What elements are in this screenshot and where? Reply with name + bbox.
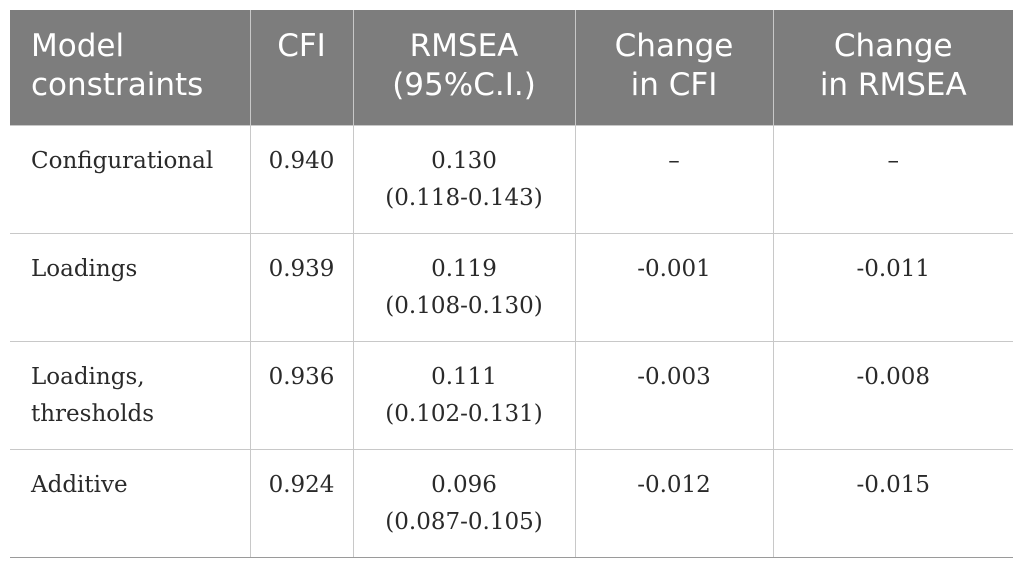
cell-rmsea: 0.096 (0.087-0.105)	[352, 448, 576, 558]
header-text: Change	[833, 28, 953, 64]
header-text: Change	[614, 28, 734, 64]
header-rmsea: RMSEA (95%C.I.)	[352, 10, 576, 125]
header-text: in CFI	[630, 67, 718, 103]
cell-change-cfi: -0.012	[574, 448, 774, 558]
header-text: CFI	[277, 28, 326, 64]
cell-change-rmsea: -0.015	[772, 448, 1013, 558]
cell-rmsea: 0.111 (0.102-0.131)	[352, 340, 576, 450]
header-cfi: CFI	[249, 10, 354, 125]
cell-constraint: Configurational	[10, 124, 251, 234]
cell-change-cfi: –	[574, 124, 774, 234]
cell-text: 0.096	[431, 471, 497, 498]
cell-text: 0.119	[431, 255, 497, 282]
table-row: Additive 0.924 0.096 (0.087-0.105) -0.01…	[10, 448, 1013, 558]
cell-change-rmsea: -0.008	[772, 340, 1013, 450]
header-row: Model constraints CFI RMSEA (95%C.I.) Ch…	[10, 10, 1013, 125]
cell-cfi: 0.940	[249, 124, 354, 234]
table-row: Loadings 0.939 0.119 (0.108-0.130) -0.00…	[10, 232, 1013, 342]
cell-cfi: 0.936	[249, 340, 354, 450]
cell-change-cfi: -0.003	[574, 340, 774, 450]
cell-cfi: 0.924	[249, 448, 354, 558]
header-text: in RMSEA	[819, 67, 967, 103]
header-model-constraints: Model constraints	[10, 10, 251, 125]
header-change-in-cfi: Change in CFI	[574, 10, 774, 125]
table-body: Configurational 0.940 0.130 (0.118-0.143…	[10, 124, 1013, 558]
cell-text: (0.118-0.143)	[385, 184, 543, 211]
model-fit-table: Model constraints CFI RMSEA (95%C.I.) Ch…	[10, 10, 1013, 558]
cell-text: 0.130	[431, 147, 497, 174]
cell-text: 0.111	[431, 363, 497, 390]
cell-text: (0.108-0.130)	[385, 292, 543, 319]
cell-text: Additive	[31, 471, 128, 498]
header-text: Model	[31, 28, 125, 64]
header-text: (95%C.I.)	[392, 67, 536, 103]
cell-cfi: 0.939	[249, 232, 354, 342]
header-text: RMSEA	[409, 28, 519, 64]
cell-change-cfi: -0.001	[574, 232, 774, 342]
cell-change-rmsea: –	[772, 124, 1013, 234]
cell-text: Configurational	[31, 147, 214, 174]
table-row: Loadings, thresholds 0.936 0.111 (0.102-…	[10, 340, 1013, 450]
cell-text: Loadings	[31, 255, 138, 282]
cell-text: thresholds	[31, 400, 155, 427]
cell-text: Loadings,	[31, 363, 145, 390]
cell-text: (0.102-0.131)	[385, 400, 543, 427]
table-row: Configurational 0.940 0.130 (0.118-0.143…	[10, 124, 1013, 234]
table-header: Model constraints CFI RMSEA (95%C.I.) Ch…	[10, 10, 1013, 125]
cell-constraint: Loadings, thresholds	[10, 340, 251, 450]
cell-text: (0.087-0.105)	[385, 508, 543, 535]
cell-constraint: Additive	[10, 448, 251, 558]
cell-constraint: Loadings	[10, 232, 251, 342]
header-change-in-rmsea: Change in RMSEA	[772, 10, 1013, 125]
header-text: constraints	[31, 67, 204, 103]
cell-rmsea: 0.119 (0.108-0.130)	[352, 232, 576, 342]
cell-rmsea: 0.130 (0.118-0.143)	[352, 124, 576, 234]
cell-change-rmsea: -0.011	[772, 232, 1013, 342]
